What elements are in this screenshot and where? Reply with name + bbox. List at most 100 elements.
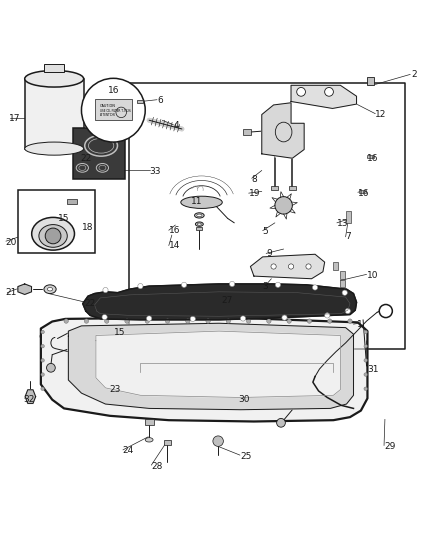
Text: 16: 16 (108, 86, 119, 95)
Circle shape (102, 314, 107, 320)
Bar (243, 130, 251, 135)
Text: 2: 2 (411, 70, 417, 79)
Circle shape (325, 313, 330, 318)
Circle shape (247, 319, 251, 323)
Circle shape (41, 373, 44, 376)
Text: ATTENTION: ATTENTION (100, 112, 116, 117)
Circle shape (271, 264, 276, 269)
Ellipse shape (39, 224, 67, 247)
Circle shape (166, 319, 170, 323)
Text: 22: 22 (80, 154, 92, 163)
Circle shape (240, 316, 246, 321)
Text: 16: 16 (367, 154, 379, 163)
Circle shape (145, 319, 149, 323)
Circle shape (364, 344, 367, 348)
Bar (44, 64, 64, 72)
Ellipse shape (145, 438, 153, 442)
Text: 15: 15 (114, 328, 126, 337)
Circle shape (186, 319, 190, 323)
Bar (95, 99, 132, 120)
Polygon shape (262, 103, 304, 158)
Circle shape (275, 197, 292, 214)
Text: 30: 30 (239, 395, 250, 404)
Bar (346, 211, 351, 223)
Text: 32: 32 (23, 395, 35, 404)
Circle shape (147, 316, 152, 321)
Circle shape (41, 359, 44, 362)
Bar (25, 79, 84, 149)
Circle shape (306, 264, 311, 269)
Circle shape (348, 319, 352, 323)
Polygon shape (18, 284, 32, 294)
Circle shape (105, 319, 109, 323)
Ellipse shape (25, 70, 84, 87)
Circle shape (342, 290, 347, 295)
Circle shape (230, 281, 235, 287)
Text: USE OIL FILTER T-7826: USE OIL FILTER T-7826 (100, 109, 131, 113)
Ellipse shape (197, 214, 202, 217)
Circle shape (282, 315, 287, 320)
Bar (18, 190, 95, 253)
Text: 25: 25 (240, 452, 251, 461)
Circle shape (267, 319, 271, 323)
Bar (340, 271, 345, 279)
Circle shape (345, 309, 350, 313)
Text: 10: 10 (367, 271, 379, 280)
Text: 33: 33 (149, 167, 161, 176)
Circle shape (45, 228, 61, 244)
Text: 6: 6 (157, 96, 163, 105)
Bar (138, 100, 144, 103)
Bar (333, 262, 338, 270)
Circle shape (287, 319, 291, 323)
Bar (367, 155, 374, 158)
Text: 24: 24 (122, 446, 133, 455)
Text: 16: 16 (169, 226, 180, 235)
Text: 22: 22 (85, 299, 96, 308)
Text: 4: 4 (173, 122, 179, 131)
Bar (196, 227, 202, 230)
Circle shape (103, 287, 108, 293)
Bar (359, 190, 366, 193)
Circle shape (226, 319, 230, 323)
Ellipse shape (47, 287, 53, 291)
Text: 13: 13 (337, 219, 348, 228)
Circle shape (206, 319, 210, 323)
Text: 31: 31 (367, 365, 379, 374)
Polygon shape (291, 85, 357, 108)
Text: 1: 1 (357, 320, 362, 329)
Circle shape (325, 87, 333, 96)
Text: 12: 12 (375, 110, 387, 119)
Circle shape (307, 319, 311, 323)
Text: 11: 11 (191, 197, 202, 206)
Bar (164, 440, 171, 445)
Text: 3: 3 (263, 281, 268, 290)
Polygon shape (96, 331, 340, 398)
Circle shape (41, 344, 44, 348)
Circle shape (277, 418, 286, 427)
Text: 18: 18 (81, 223, 93, 232)
Circle shape (328, 319, 332, 323)
Bar (145, 419, 153, 425)
Text: 20: 20 (5, 238, 17, 247)
Circle shape (190, 316, 195, 321)
Bar (272, 186, 279, 190)
Circle shape (46, 364, 55, 372)
Text: 16: 16 (358, 189, 369, 198)
Text: 8: 8 (252, 175, 258, 184)
Text: 27: 27 (221, 296, 233, 305)
Text: 14: 14 (169, 241, 180, 250)
Text: 5: 5 (263, 227, 268, 236)
Bar (367, 77, 374, 85)
Circle shape (41, 330, 44, 334)
Text: 29: 29 (384, 442, 396, 451)
Circle shape (125, 319, 129, 323)
Circle shape (288, 264, 293, 269)
Ellipse shape (198, 223, 201, 225)
Polygon shape (83, 284, 357, 320)
Polygon shape (25, 390, 35, 403)
Circle shape (64, 319, 68, 323)
Bar (340, 280, 345, 287)
Circle shape (41, 387, 44, 391)
Ellipse shape (181, 196, 222, 208)
Ellipse shape (25, 142, 84, 155)
